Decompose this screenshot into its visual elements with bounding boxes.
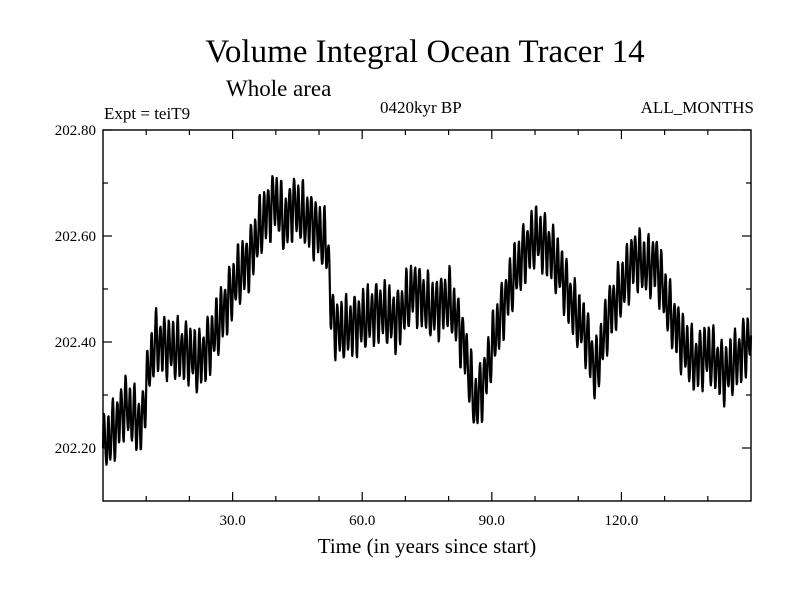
x-tick-label: 60.0 [349, 513, 375, 529]
chart-subtitle: Whole area [226, 76, 332, 101]
x-tick-label: 90.0 [479, 513, 505, 529]
experiment-label: Expt = teiT9 [104, 104, 191, 123]
y-tick-label: 202.60 [55, 229, 96, 245]
x-tick-label: 120.0 [605, 513, 639, 529]
months-label: ALL_MONTHS [640, 98, 754, 117]
chart-title: Volume Integral Ocean Tracer 14 [205, 34, 645, 70]
plot-frame [102, 129, 752, 502]
tick-labels: 30.0 60.0 90.0 120.0 202.20 202.40 202.60 202.8… [55, 123, 639, 529]
x-tick-label: 30.0 [219, 513, 245, 529]
y-tick-label: 202.40 [55, 335, 96, 351]
series-line-tracer-14 [101, 175, 753, 466]
y-tick-label: 202.80 [55, 123, 96, 139]
x-axis-label: Time (in years since start) [318, 534, 537, 558]
period-label: 0420kyr BP [380, 98, 462, 117]
y-tick-label: 202.20 [55, 441, 96, 457]
